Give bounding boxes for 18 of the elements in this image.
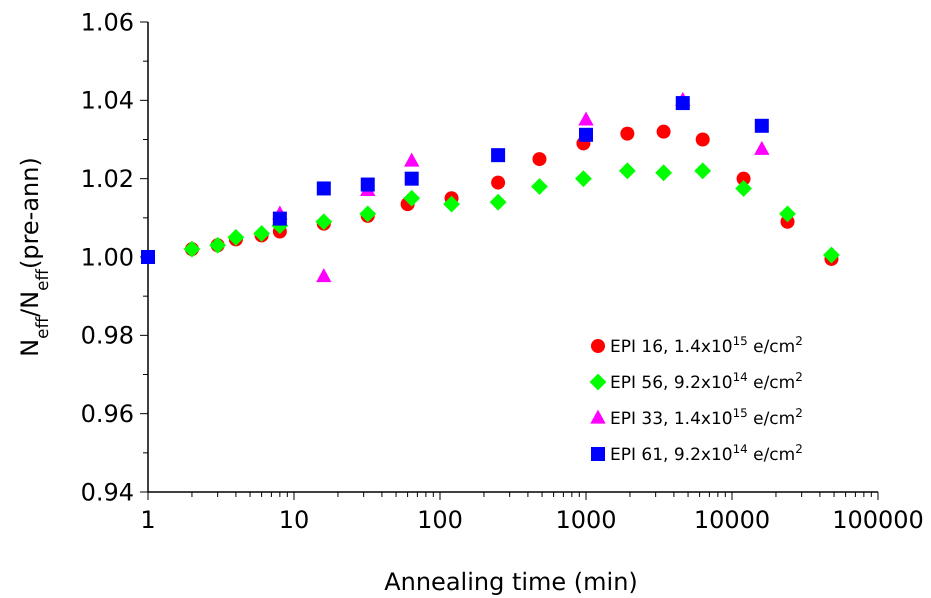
y-tick-label: 1.00 (80, 243, 134, 272)
legend-label: EPI 16, 1.4x10$^{15}$ e/cm$^{2}$ (610, 334, 803, 357)
y-tick-label: 0.96 (80, 400, 134, 428)
x-tick-label: 10000 (694, 506, 770, 534)
y-tick-label: 1.06 (80, 8, 134, 36)
y-tick-label: 1.04 (80, 86, 134, 115)
x-tick-label: 1000 (555, 506, 617, 534)
y-tick-label: 0.94 (80, 478, 134, 506)
x-tick-label: 100 (417, 506, 463, 534)
legend-label: EPI 33, 1.4x10$^{15}$ e/cm$^{2}$ (610, 406, 803, 429)
x-tick-label: 10 (278, 506, 310, 534)
y-tick-label: 1.02 (80, 165, 134, 194)
y-tick-label: 0.98 (80, 322, 134, 350)
x-tick-label: 100000 (832, 506, 924, 534)
x-axis-title: Annealing time (min) (384, 568, 638, 596)
x-tick-label: 1 (140, 506, 156, 534)
legend-label: EPI 56, 9.2x10$^{14}$ e/cm$^{2}$ (610, 370, 803, 393)
legend-label: EPI 61, 9.2x10$^{14}$ e/cm$^{2}$ (610, 442, 803, 465)
